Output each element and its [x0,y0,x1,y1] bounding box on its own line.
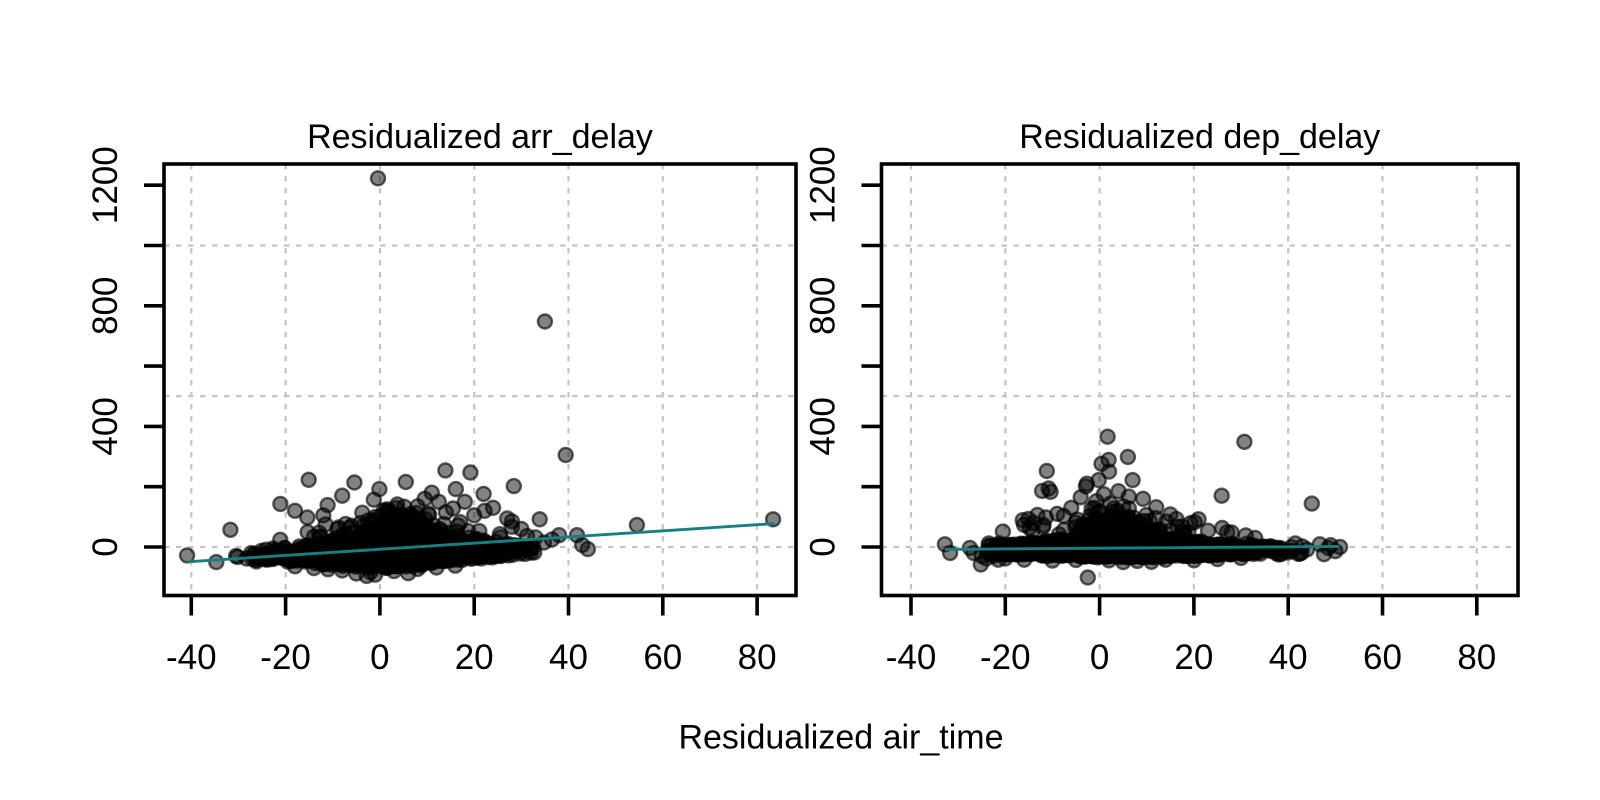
svg-text:-40: -40 [886,638,937,677]
svg-text:60: 60 [643,638,682,677]
svg-text:-20: -20 [980,638,1031,677]
svg-text:-20: -20 [260,638,311,677]
svg-text:0: 0 [804,537,843,556]
svg-text:-40: -40 [166,638,217,677]
svg-text:40: 40 [549,638,588,677]
svg-text:40: 40 [1269,638,1308,677]
svg-text:80: 80 [738,638,777,677]
svg-text:Residualized dep_delay: Residualized dep_delay [1019,118,1380,156]
svg-text:1200: 1200 [86,146,125,224]
svg-text:1200: 1200 [804,146,843,224]
svg-text:Residualized arr_delay: Residualized arr_delay [307,118,653,156]
svg-text:60: 60 [1363,638,1402,677]
svg-text:800: 800 [804,277,843,335]
svg-text:400: 400 [804,397,843,455]
svg-text:400: 400 [86,397,125,455]
svg-text:0: 0 [1090,638,1109,677]
svg-text:20: 20 [455,638,494,677]
svg-text:0: 0 [86,537,125,556]
svg-text:Residualized air_time: Residualized air_time [678,719,1003,757]
svg-text:800: 800 [86,277,125,335]
svg-text:80: 80 [1457,638,1496,677]
svg-text:20: 20 [1174,638,1213,677]
svg-text:0: 0 [370,638,389,677]
